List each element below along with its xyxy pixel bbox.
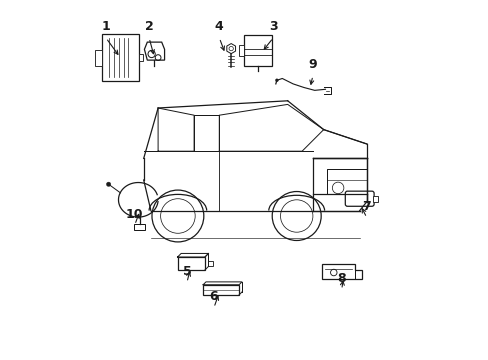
- Polygon shape: [226, 44, 235, 54]
- Text: 3: 3: [268, 21, 277, 33]
- Polygon shape: [144, 42, 164, 60]
- FancyBboxPatch shape: [177, 257, 204, 270]
- Circle shape: [106, 182, 111, 186]
- FancyBboxPatch shape: [372, 196, 377, 202]
- FancyBboxPatch shape: [102, 34, 139, 81]
- FancyBboxPatch shape: [95, 50, 102, 66]
- Polygon shape: [322, 264, 361, 279]
- Text: 5: 5: [182, 265, 191, 278]
- Text: 1: 1: [102, 21, 110, 33]
- FancyBboxPatch shape: [345, 191, 373, 206]
- Text: 9: 9: [308, 58, 317, 71]
- Text: 8: 8: [337, 273, 346, 285]
- Text: 2: 2: [144, 21, 153, 33]
- Circle shape: [275, 79, 278, 82]
- FancyBboxPatch shape: [139, 54, 142, 61]
- Text: 10: 10: [126, 208, 143, 221]
- FancyBboxPatch shape: [134, 224, 144, 230]
- FancyBboxPatch shape: [244, 35, 271, 66]
- FancyBboxPatch shape: [208, 261, 212, 266]
- Text: 4: 4: [215, 21, 223, 33]
- Text: 7: 7: [362, 201, 370, 213]
- FancyBboxPatch shape: [238, 45, 244, 56]
- FancyBboxPatch shape: [203, 285, 239, 295]
- Text: 6: 6: [209, 291, 218, 303]
